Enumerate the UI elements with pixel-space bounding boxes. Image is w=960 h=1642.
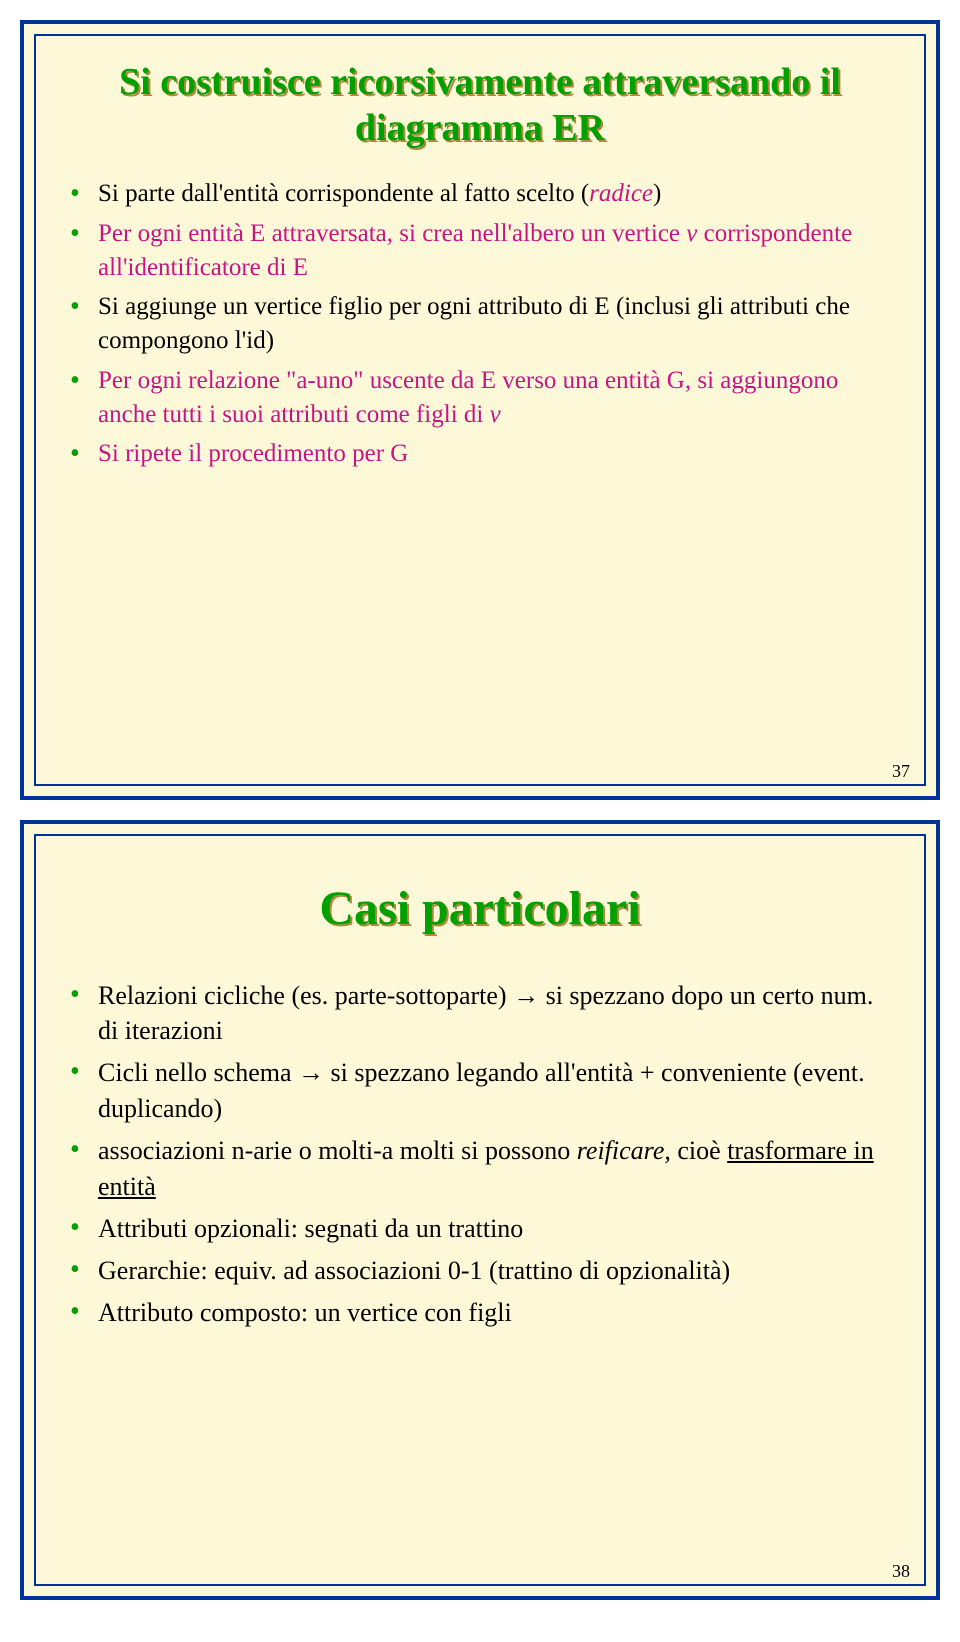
bullet-text-pink: Per ogni relazione "a-uno" uscente da E … [98,367,838,428]
page-number: 37 [892,761,910,782]
bullet-text: Si aggiunge un vertice figlio per ogni a… [98,293,850,354]
bullet-text-pink: radice [589,180,653,207]
bullet-text: Relazioni cicliche (es. parte-sottoparte… [98,981,513,1010]
bullet-text-italic: reificare, [577,1136,671,1165]
bullet-item: Gerarchie: equiv. ad associazioni 0-1 (t… [70,1253,896,1289]
slide-title: Casi particolari [64,880,896,938]
bullet-list: Si parte dall'entità corrispondente al f… [64,177,896,471]
bullet-text-pink-italic: v [686,220,697,247]
slide-37: Si costruisce ricorsivamente attraversan… [20,20,940,800]
bullet-text: Si parte dall'entità corrispondente al f… [98,180,589,207]
bullet-text: ) [653,180,661,207]
bullet-item: Attributi opzionali: segnati da un tratt… [70,1211,896,1247]
slide-title: Si costruisce ricorsivamente attraversan… [64,60,896,151]
page-number: 38 [892,1561,910,1582]
bullet-item: associazioni n-arie o molti-a molti si p… [70,1133,896,1205]
bullet-text: cioè [671,1136,727,1165]
bullet-text-pink-italic: v [490,401,501,428]
bullet-item: Si aggiunge un vertice figlio per ogni a… [70,290,896,358]
slide-38: Casi particolari Relazioni cicliche (es.… [20,820,940,1600]
bullet-text: Cicli nello schema [98,1058,298,1087]
arrow-icon: → [298,1057,324,1087]
bullet-text: associazioni n-arie o molti-a molti si p… [98,1136,577,1165]
arrow-icon: → [513,980,539,1010]
bullet-item: Si parte dall'entità corrispondente al f… [70,177,896,211]
bullet-text: Gerarchie: equiv. ad associazioni 0-1 (t… [98,1256,730,1285]
bullet-text-pink: Si ripete il procedimento per G [98,440,408,467]
bullet-item: Attributo composto: un vertice con figli [70,1295,896,1331]
bullet-item: Per ogni relazione "a-uno" uscente da E … [70,364,896,432]
bullet-text: Attributi opzionali: segnati da un tratt… [98,1214,523,1243]
bullet-item: Cicli nello schema → si spezzano legando… [70,1055,896,1127]
bullet-item: Per ogni entità E attraversata, si crea … [70,217,896,285]
bullet-item: Si ripete il procedimento per G [70,437,896,471]
bullet-item: Relazioni cicliche (es. parte-sottoparte… [70,978,896,1050]
bullet-list: Relazioni cicliche (es. parte-sottoparte… [64,978,896,1331]
bullet-text-pink: Per ogni entità E attraversata, si crea … [98,220,686,247]
bullet-text: Attributo composto: un vertice con figli [98,1298,512,1327]
